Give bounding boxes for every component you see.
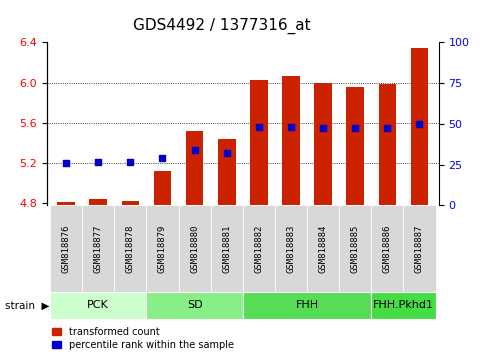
Point (191, 147, 199, 152)
Bar (146, 205, 178, 292)
Bar (50, 292, 146, 319)
Text: GSM818883: GSM818883 (286, 224, 295, 273)
Bar (339, 205, 371, 292)
Bar (314, 83, 332, 205)
Bar (154, 171, 172, 205)
Text: GSM818885: GSM818885 (351, 224, 360, 273)
Bar (122, 201, 139, 205)
Text: GSM818887: GSM818887 (415, 224, 424, 273)
Bar (347, 87, 364, 205)
Text: GDS4492 / 1377316_at: GDS4492 / 1377316_at (133, 18, 311, 34)
Text: GSM818881: GSM818881 (222, 224, 231, 273)
Text: SD: SD (187, 300, 203, 310)
Bar (275, 205, 307, 292)
Bar (307, 205, 339, 292)
Text: GSM818880: GSM818880 (190, 224, 199, 273)
Bar (243, 292, 371, 319)
Bar (250, 80, 268, 205)
Bar (371, 292, 435, 319)
Bar (403, 205, 435, 292)
Text: GSM818879: GSM818879 (158, 224, 167, 273)
Bar (379, 84, 396, 205)
Point (223, 150, 231, 155)
Point (159, 155, 167, 161)
Text: GSM818884: GSM818884 (318, 224, 328, 273)
Text: GSM818886: GSM818886 (383, 224, 392, 273)
Text: GSM818882: GSM818882 (254, 224, 263, 273)
Bar (211, 205, 243, 292)
Bar (371, 205, 403, 292)
Bar (411, 47, 428, 205)
Bar (146, 292, 243, 319)
Text: PCK: PCK (87, 300, 109, 310)
Point (416, 121, 423, 127)
Bar (50, 205, 82, 292)
Text: GSM818876: GSM818876 (62, 224, 70, 273)
Bar (178, 205, 211, 292)
Bar (186, 131, 204, 205)
Text: strain  ▶: strain ▶ (5, 300, 49, 310)
Bar (282, 76, 300, 205)
Point (126, 159, 134, 165)
Text: GSM818877: GSM818877 (94, 224, 103, 273)
Bar (82, 205, 114, 292)
Point (319, 125, 327, 131)
Bar (218, 139, 236, 205)
Legend: transformed count, percentile rank within the sample: transformed count, percentile rank withi… (52, 327, 234, 350)
Bar (243, 205, 275, 292)
Point (94, 159, 102, 164)
Bar (57, 202, 75, 205)
Bar (114, 205, 146, 292)
Point (384, 125, 391, 131)
Point (352, 126, 359, 131)
Text: FHH: FHH (295, 300, 318, 310)
Text: FHH.Pkhd1: FHH.Pkhd1 (373, 300, 434, 310)
Point (255, 125, 263, 130)
Point (287, 125, 295, 130)
Point (62, 160, 70, 166)
Text: GSM818878: GSM818878 (126, 224, 135, 273)
Bar (89, 199, 107, 205)
